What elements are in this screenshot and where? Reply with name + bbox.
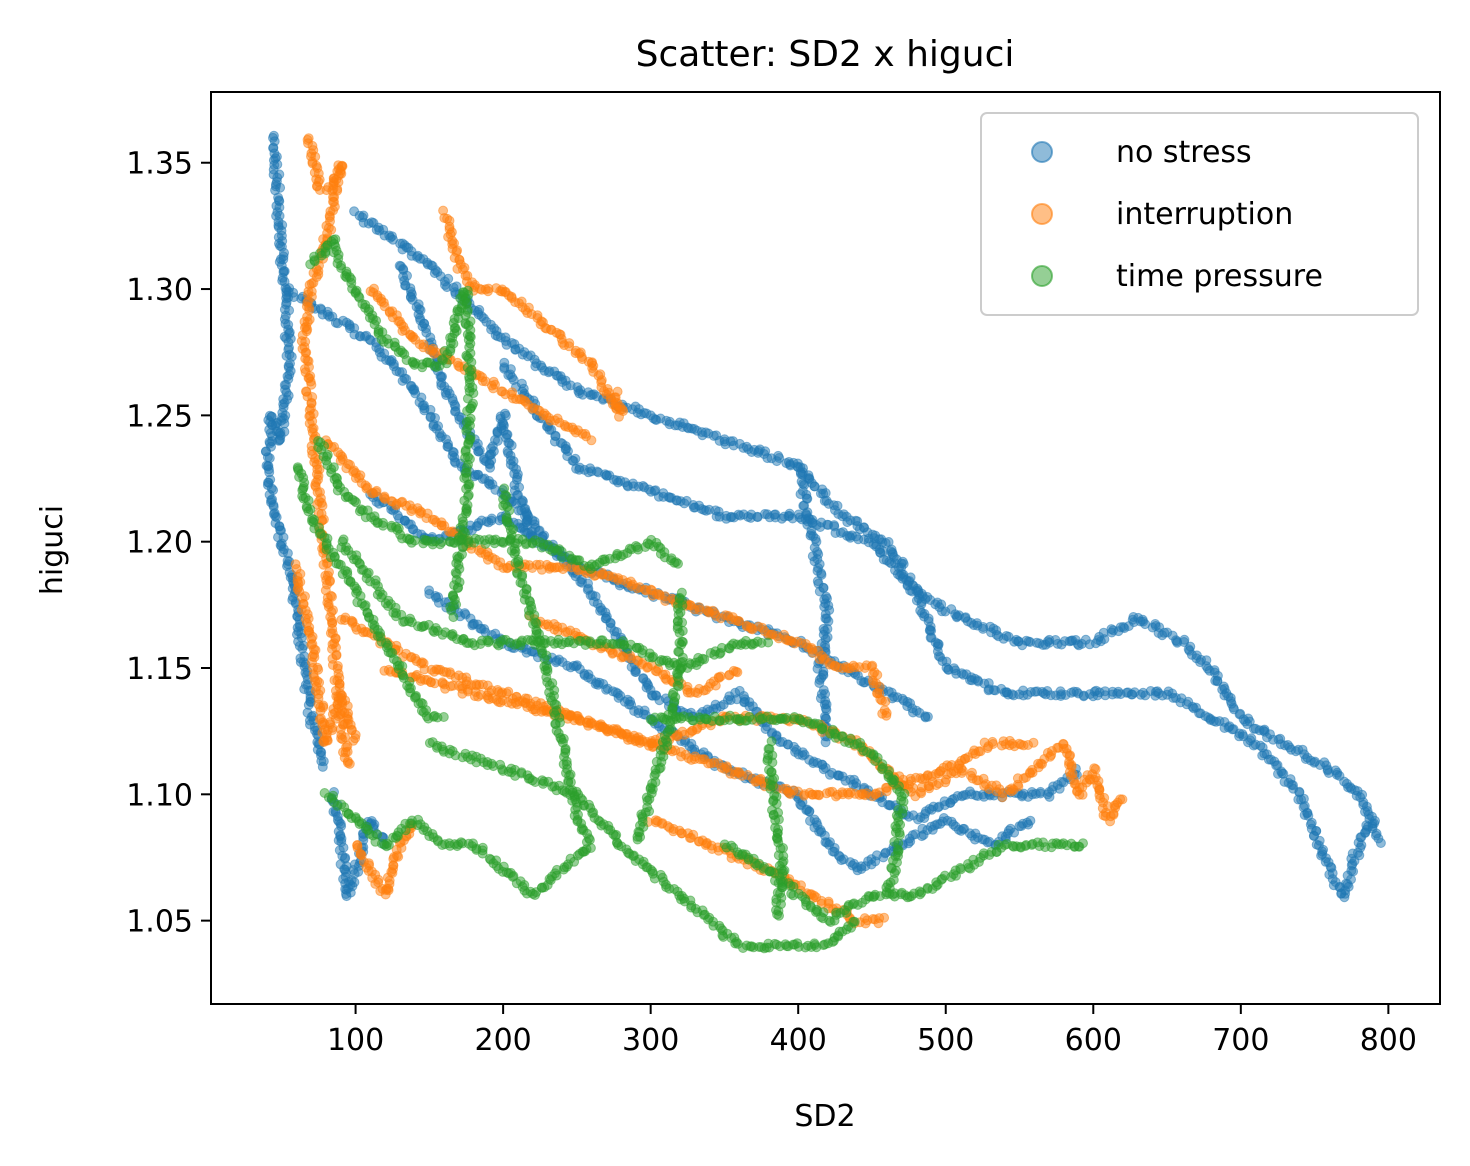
data-point — [350, 733, 361, 744]
data-point — [1363, 821, 1373, 832]
data-point — [586, 435, 597, 446]
data-point — [462, 423, 473, 434]
data-point — [586, 717, 597, 728]
data-point — [401, 374, 412, 384]
data-point — [671, 557, 681, 568]
data-point — [265, 428, 276, 439]
data-point — [1115, 794, 1126, 805]
data-point — [1025, 815, 1036, 826]
data-point — [814, 678, 825, 688]
data-point — [842, 517, 853, 528]
data-point — [1078, 838, 1088, 849]
data-point — [338, 842, 349, 853]
data-point — [1001, 631, 1012, 641]
data-point — [774, 453, 785, 463]
data-point — [715, 671, 726, 682]
data-point — [957, 765, 968, 776]
data-point — [1023, 636, 1034, 647]
data-point — [988, 739, 998, 749]
data-point — [438, 712, 449, 722]
data-point — [317, 761, 328, 772]
data-point — [567, 455, 578, 466]
data-point — [896, 795, 907, 806]
data-point — [344, 758, 355, 769]
data-point — [920, 712, 931, 723]
data-point — [268, 500, 279, 510]
data-point — [262, 452, 273, 463]
data-point — [378, 520, 388, 531]
data-point — [370, 487, 381, 498]
data-point — [448, 612, 459, 623]
data-point — [881, 710, 892, 721]
data-point — [763, 637, 774, 648]
points-layer — [260, 130, 1386, 954]
data-point — [631, 666, 641, 677]
data-point — [804, 806, 815, 817]
data-point — [409, 535, 420, 546]
data-point — [1009, 827, 1020, 838]
data-point — [303, 138, 313, 149]
data-point — [1028, 737, 1039, 748]
data-point — [1370, 815, 1380, 826]
data-point — [732, 667, 743, 678]
data-point — [817, 723, 828, 734]
chart-title: Scatter: SD2 x higuci — [636, 34, 1015, 75]
data-point — [848, 916, 859, 927]
data-point — [1212, 676, 1223, 687]
data-point — [820, 737, 831, 748]
data-point — [879, 912, 890, 923]
data-point — [880, 696, 891, 707]
data-point — [612, 386, 623, 397]
data-point — [997, 792, 1008, 803]
data-point — [328, 183, 339, 194]
data-point — [1375, 838, 1386, 848]
data-point — [473, 446, 484, 457]
